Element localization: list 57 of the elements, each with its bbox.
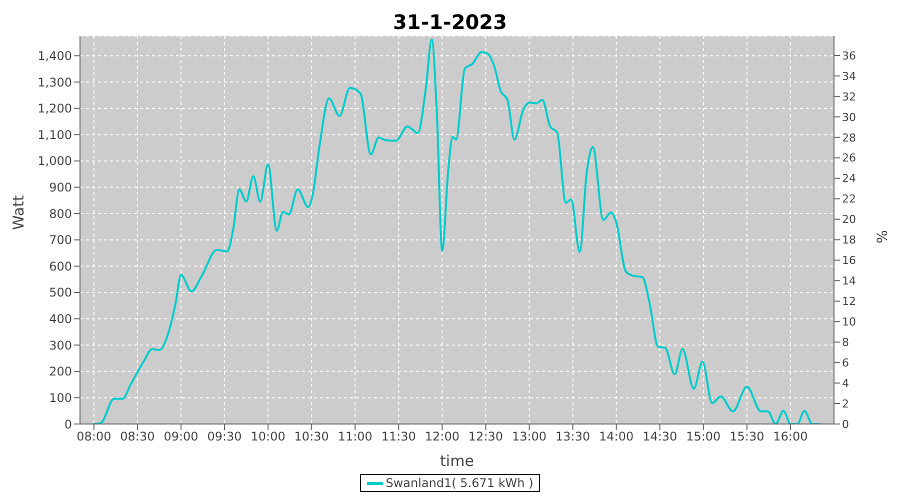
y2-tick-label: 34 [842,70,856,83]
y2-tick-label: 30 [842,110,856,124]
x-tick-label: 10:00 [250,430,286,444]
y-tick-label: 500 [49,286,72,300]
chart-title: 31-1-2023 [392,9,508,36]
y2-tick-label: 36 [842,49,856,62]
x-axis-title: time [440,452,474,470]
y-tick-label: 700 [49,233,72,248]
legend-label: Swanland1( 5.671 kWh ) [386,476,534,490]
y2-tick-label: 12 [842,295,856,308]
x-tick-label: 10:30 [294,430,329,444]
x-tick-label: 15:30 [730,430,764,444]
y2-tick-label: 18 [842,234,856,247]
y-tick-label: 0 [64,417,72,432]
x-tick-label: 12:00 [424,430,460,444]
y-tick-label: 1,000 [38,154,72,168]
y2-tick-label: 0 [842,418,849,431]
x-tick-label: 12:30 [468,430,504,444]
y2-tick-label: 26 [842,152,856,165]
y2-tick-label: 6 [842,356,849,370]
y2-tick-label: 28 [842,131,856,144]
x-tick-label: 15:00 [686,430,721,444]
x-tick-label: 14:00 [599,430,634,444]
x-tick-label: 09:00 [164,430,198,444]
x-tick-label: 08:00 [76,430,112,444]
y-tick-label: 300 [49,338,72,352]
y-tick-label: 900 [49,180,72,195]
y-tick-label: 600 [49,259,72,274]
y-tick-label: 200 [49,364,72,379]
y-axis-title: Watt [9,195,28,230]
y2-tick-label: 20 [842,213,856,226]
y2-tick-label: 16 [842,254,856,268]
y-tick-label: 400 [49,312,72,326]
y-tick-label: 1,100 [38,128,72,142]
x-tick-label: 11:30 [381,430,416,444]
y-tick-label: 1,200 [38,102,72,116]
y-tick-label: 100 [49,390,72,405]
x-tick-label: 08:30 [120,430,155,444]
x-tick-label: 13:30 [556,430,590,444]
line-series [92,38,822,424]
y2-tick-label: 2 [842,397,849,410]
y2-tick-label: 22 [842,192,856,206]
y-tick-label: 800 [49,206,72,221]
x-tick-label: 13:00 [512,430,547,444]
y2-tick-label: 8 [842,336,849,350]
y2-tick-label: 24 [842,172,856,186]
x-tick-label: 11:00 [338,430,372,444]
y2-axis-title: % [874,230,891,244]
y-tick-label: 1,400 [38,48,72,63]
y2-tick-label: 32 [842,90,856,104]
y2-tick-label: 4 [842,376,849,390]
x-tick-label: 09:30 [207,430,242,444]
y2-tick-label: 10 [842,316,856,329]
x-tick-label: 16:00 [773,430,808,444]
y2-tick-label: 14 [842,274,856,288]
x-tick-label: 14:30 [642,430,678,444]
y-tick-label: 1,300 [38,75,72,90]
